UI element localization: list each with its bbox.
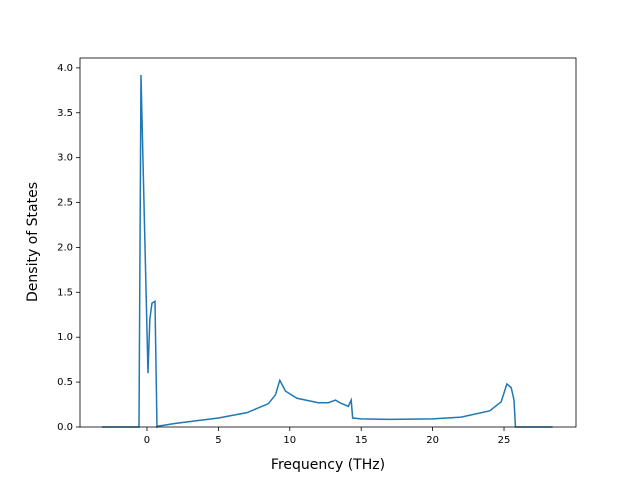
y-tick-label: 1.5 [57,287,73,298]
y-tick-label: 1.0 [57,332,73,343]
y-tick-label: 0.0 [57,422,73,433]
x-axis-label: Frequency (THz) [271,457,385,473]
y-tick-label: 2.0 [57,242,73,253]
data-line [101,75,553,429]
x-tick-label: 5 [215,435,221,446]
y-tick-label: 3.5 [57,108,73,119]
x-tick-label: 0 [144,435,150,446]
plot-frame [79,57,577,428]
y-tick-label: 0.5 [57,377,73,388]
x-tick-label: 25 [498,435,511,446]
y-tick-label: 4.0 [57,63,73,74]
y-axis-label: Density of States [25,182,41,302]
y-tick-label: 2.5 [57,198,73,209]
x-tick-label: 15 [355,435,368,446]
x-tick-label: 20 [426,435,439,446]
x-tick-label: 10 [283,435,296,446]
y-tick-label: 3.0 [57,153,73,164]
